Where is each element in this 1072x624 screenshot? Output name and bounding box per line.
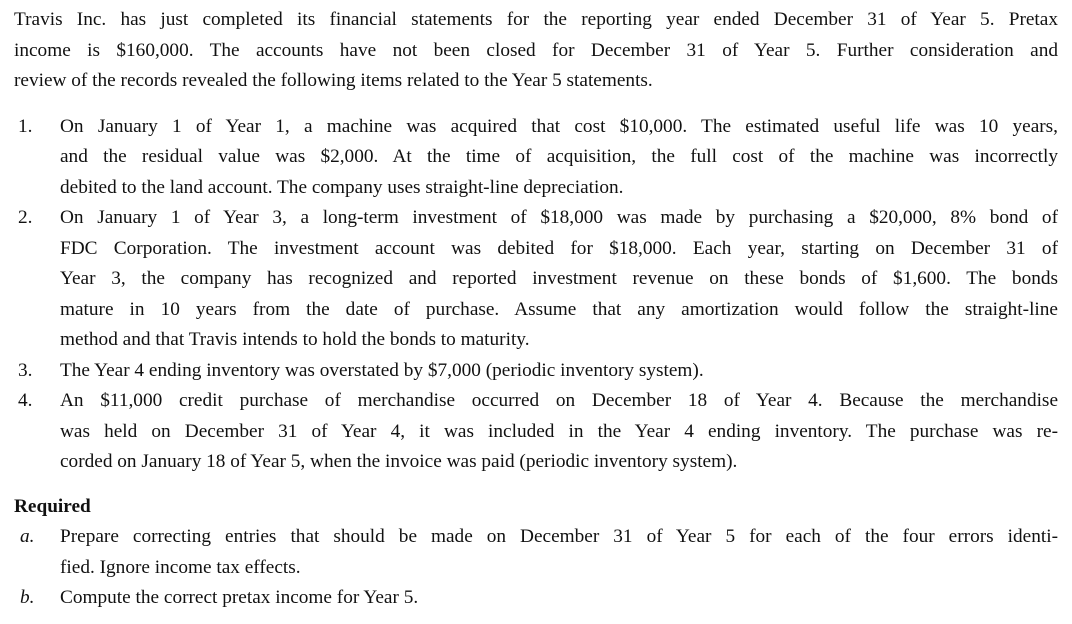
item-number: 1. xyxy=(18,115,33,137)
item-number: 2. xyxy=(18,207,33,228)
item-line: An $11,000 credit purchase of merchandis… xyxy=(60,390,1058,411)
item-letter: b. xyxy=(20,587,35,608)
list-item: 2. On January 1 of Year 3, a long-term i… xyxy=(14,203,1058,356)
item-letter: a. xyxy=(20,526,35,547)
item-line: Compute the correct pretax income for Ye… xyxy=(60,587,419,608)
required-heading: Required xyxy=(14,495,91,517)
item-line: fied. Ignore income tax effects. xyxy=(60,556,301,578)
item-line: corded on January 18 of Year 5, when the… xyxy=(60,451,738,472)
item-line: mature in 10 years from the date of purc… xyxy=(60,298,1058,320)
item-number: 3. xyxy=(18,359,33,381)
required-list: a. Prepare correcting entries that shoul… xyxy=(14,522,1058,614)
list-item: 4. An $11,000 credit purchase of merchan… xyxy=(14,386,1058,478)
item-line: Prepare correcting entries that should b… xyxy=(60,526,1058,547)
required-item: b. Compute the correct pretax income for… xyxy=(14,583,1058,614)
item-line: FDC Corporation. The investment account … xyxy=(60,237,1058,259)
required-item: a. Prepare correcting entries that shoul… xyxy=(14,522,1058,583)
item-line: was held on December 31 of Year 4, it wa… xyxy=(60,420,1058,442)
item-line: method and that Travis intends to hold t… xyxy=(60,329,530,350)
intro-line: income is $160,000. The accounts have no… xyxy=(14,39,1058,61)
item-line: debited to the land account. The company… xyxy=(60,176,624,198)
intro-line: review of the records revealed the follo… xyxy=(14,70,653,91)
item-line: On January 1 of Year 3, a long-term inve… xyxy=(60,207,1058,228)
error-list: 1. On January 1 of Year 1, a machine was… xyxy=(14,112,1058,478)
item-line: and the residual value was $2,000. At th… xyxy=(60,146,1058,167)
item-line: Year 3, the company has recognized and r… xyxy=(60,268,1058,289)
intro-paragraph: Travis Inc. has just completed its finan… xyxy=(14,5,1058,97)
intro-line: Travis Inc. has just completed its finan… xyxy=(14,9,1058,30)
item-line: The Year 4 ending inventory was overstat… xyxy=(60,359,704,381)
list-item: 3. The Year 4 ending inventory was overs… xyxy=(14,356,1058,387)
item-line: On January 1 of Year 1, a machine was ac… xyxy=(60,115,1058,137)
item-number: 4. xyxy=(18,390,33,411)
list-item: 1. On January 1 of Year 1, a machine was… xyxy=(14,112,1058,204)
